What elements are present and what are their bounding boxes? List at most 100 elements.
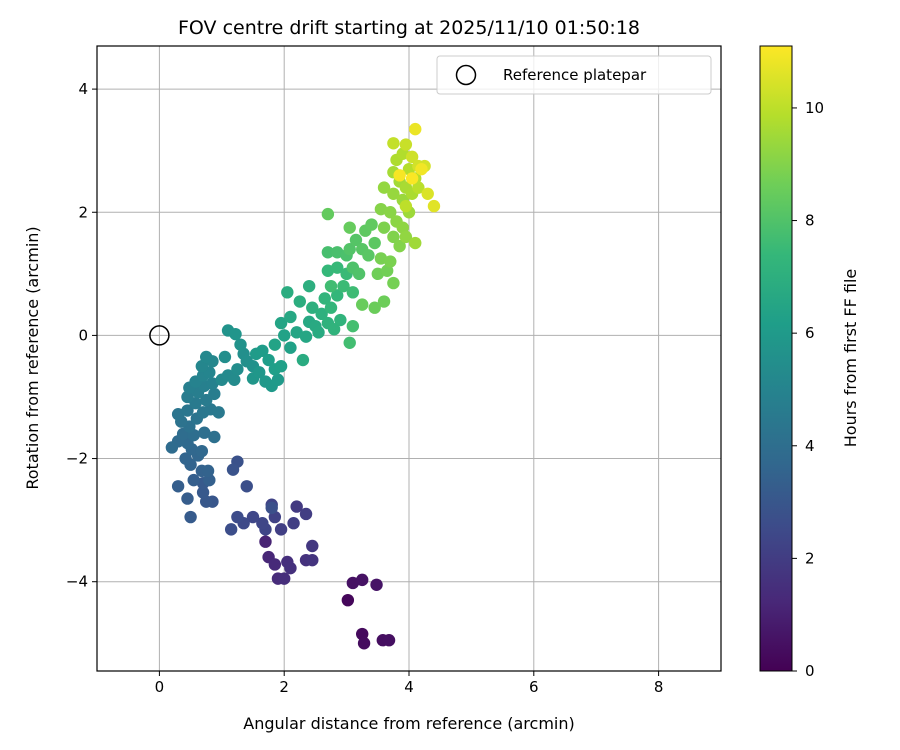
data-point <box>271 373 285 386</box>
data-point <box>181 404 194 417</box>
data-point <box>337 279 350 293</box>
data-point <box>321 246 335 259</box>
data-point <box>387 276 400 290</box>
data-point <box>228 373 241 386</box>
data-point <box>377 221 391 234</box>
data-point <box>331 261 344 274</box>
x-tick-label: 2 <box>279 678 289 696</box>
data-point <box>377 295 391 308</box>
colorbar-ticks: 0 2 4 6 8 10 <box>792 99 824 680</box>
data-point <box>284 310 297 324</box>
data-point <box>262 353 275 367</box>
data-point <box>203 473 216 487</box>
data-point <box>284 341 297 354</box>
data-point <box>306 539 319 553</box>
data-point <box>253 366 266 379</box>
y-axis-ticks: −4 −2 0 2 4 <box>66 80 97 591</box>
data-point <box>324 279 338 293</box>
data-point <box>306 553 319 567</box>
data-point <box>171 480 185 493</box>
y-axis-label: Rotation from reference (arcmin) <box>23 226 42 489</box>
data-point <box>357 637 371 650</box>
data-point <box>365 218 378 231</box>
data-point <box>302 279 316 293</box>
data-point <box>343 221 356 234</box>
data-point <box>409 122 422 136</box>
data-point <box>393 239 406 253</box>
legend: Reference platepar <box>436 55 712 95</box>
data-point <box>321 207 335 221</box>
data-point <box>387 187 400 200</box>
data-point <box>246 510 260 524</box>
data-point <box>212 406 225 419</box>
x-tick-label: 4 <box>404 678 414 696</box>
colorbar-tick-label: 6 <box>805 324 815 342</box>
data-point <box>427 199 441 213</box>
legend-label: Reference platepar <box>503 66 647 84</box>
data-point <box>341 593 355 607</box>
data-point <box>409 236 422 250</box>
data-point <box>256 344 269 358</box>
reference-platepar-marker <box>149 325 170 346</box>
data-point <box>278 329 291 342</box>
data-point <box>346 319 360 333</box>
data-points <box>165 122 441 650</box>
data-point <box>399 199 413 213</box>
data-point <box>281 286 294 299</box>
data-point <box>181 390 194 404</box>
legend-box <box>436 55 712 95</box>
data-point <box>290 500 303 513</box>
data-point <box>195 444 209 458</box>
data-point <box>352 267 366 281</box>
data-point <box>324 301 338 314</box>
data-point <box>184 510 197 524</box>
data-point <box>268 338 282 351</box>
data-point <box>384 206 397 219</box>
data-point <box>274 316 288 330</box>
data-point <box>343 336 356 349</box>
reference-marker-layer <box>149 325 170 346</box>
data-point <box>165 441 179 454</box>
data-point <box>315 307 328 321</box>
colorbar-tick-label: 8 <box>805 212 815 230</box>
data-point <box>290 326 303 339</box>
data-point <box>331 246 344 259</box>
data-point <box>356 573 369 587</box>
data-point <box>387 230 400 244</box>
data-point <box>370 578 383 591</box>
data-point <box>200 350 213 364</box>
data-point <box>274 523 288 536</box>
data-point <box>312 326 325 339</box>
data-point <box>231 363 244 376</box>
y-tick-label: −2 <box>66 450 88 468</box>
data-point <box>346 576 360 590</box>
data-point <box>287 517 300 530</box>
data-point <box>195 359 209 373</box>
data-point <box>349 233 363 247</box>
data-point <box>208 387 221 401</box>
x-axis-ticks: 0 2 4 6 8 <box>155 671 663 696</box>
data-point <box>256 517 269 530</box>
data-point <box>224 523 238 536</box>
data-point <box>343 243 356 256</box>
data-point <box>421 187 434 200</box>
data-point <box>405 172 419 185</box>
colorbar-gradient <box>759 45 793 672</box>
data-point <box>259 535 272 548</box>
colorbar-tick-label: 10 <box>805 99 824 117</box>
data-point <box>362 249 375 262</box>
data-point <box>399 230 413 244</box>
colorbar-tick-label: 4 <box>805 437 815 455</box>
data-point <box>384 255 397 268</box>
data-point <box>299 330 313 343</box>
y-tick-label: 2 <box>78 203 88 221</box>
data-point <box>356 298 369 311</box>
data-point <box>387 137 400 150</box>
data-point <box>368 236 381 250</box>
colorbar-tick-label: 0 <box>805 662 815 680</box>
data-point <box>265 501 278 515</box>
data-point <box>321 264 335 277</box>
data-point <box>346 286 360 299</box>
data-point <box>218 350 232 364</box>
